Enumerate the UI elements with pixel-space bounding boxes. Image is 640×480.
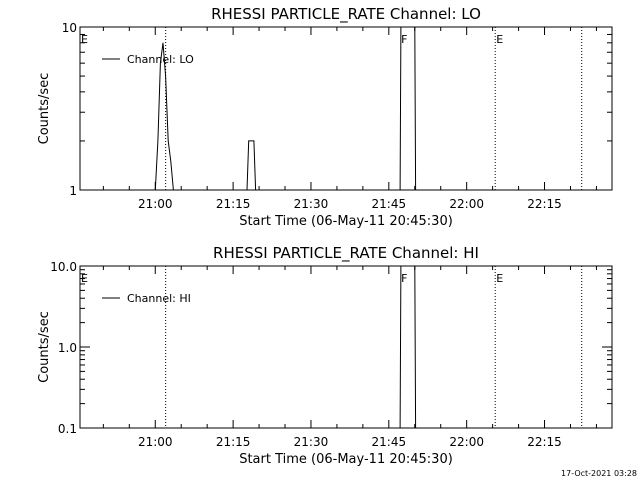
y-tick-label: 10: [62, 21, 77, 35]
y-axis-title: Counts/sec: [37, 311, 52, 383]
x-tick-label: 21:15: [216, 197, 251, 211]
x-tick-label: 21:45: [372, 435, 407, 449]
x-tick-label: 21:30: [294, 435, 329, 449]
x-tick-label: 21:30: [294, 197, 329, 211]
timestamp: 17-Oct-2021 03:28: [561, 469, 637, 478]
y-tick-label: 1.0: [58, 341, 77, 355]
chart-title: RHESSI PARTICLE_RATE Channel: LO: [211, 5, 481, 24]
x-tick-label: 21:00: [138, 435, 173, 449]
event-marker-label: E: [496, 272, 503, 285]
y-tick-label: 10.0: [50, 260, 77, 274]
x-tick-label: 21:00: [138, 197, 173, 211]
x-tick-label: 21:45: [372, 197, 407, 211]
x-tick-label: 21:15: [216, 435, 251, 449]
legend-label: Channel: HI: [127, 292, 191, 305]
event-marker-label: E: [81, 33, 88, 46]
x-axis-title: Start Time (06-May-11 20:45:30): [239, 452, 453, 467]
x-tick-label: 22:15: [527, 435, 562, 449]
y-axis-title: Counts/sec: [37, 73, 52, 145]
series-line: [80, 26, 417, 191]
event-marker-label: E: [81, 272, 88, 285]
x-tick-label: 22:00: [449, 435, 484, 449]
chart-title: RHESSI PARTICLE_RATE Channel: HI: [213, 244, 479, 263]
x-tick-label: 22:00: [449, 197, 484, 211]
series-line: [399, 265, 417, 429]
y-tick-label: 0.1: [58, 422, 77, 436]
x-axis-title: Start Time (06-May-11 20:45:30): [239, 214, 453, 229]
event-marker-label: F: [401, 33, 407, 46]
x-tick-label: 22:15: [527, 197, 562, 211]
y-tick-label: 1: [69, 184, 77, 198]
event-marker-label: E: [496, 33, 503, 46]
event-marker-label: F: [401, 272, 407, 285]
legend-label: Channel: LO: [127, 53, 194, 66]
